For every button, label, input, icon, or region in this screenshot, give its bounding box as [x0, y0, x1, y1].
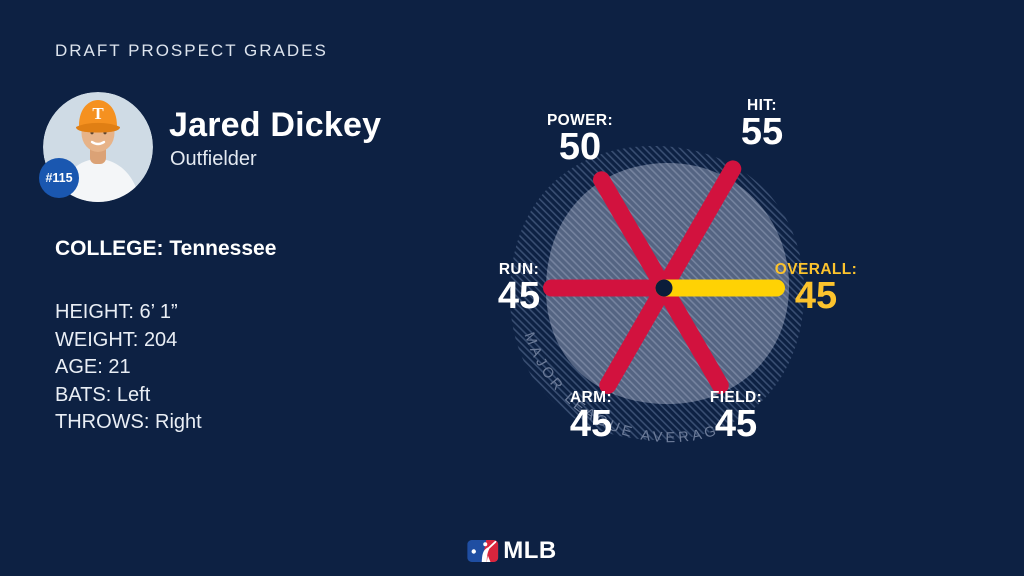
grade-field-label: FIELD: — [709, 389, 763, 406]
mlb-wordmark: MLB — [503, 537, 557, 564]
bio-bats-label: BATS: — [55, 383, 112, 406]
batter-icon — [481, 540, 497, 562]
grade-power-value: 50 — [558, 126, 602, 168]
bio-height-label: HEIGHT: — [55, 301, 134, 323]
college-value: Tennessee — [169, 237, 277, 260]
cap-brim — [76, 122, 120, 133]
grade-power: POWER: 50 — [546, 112, 614, 168]
grade-run-value: 45 — [497, 275, 541, 317]
grade-hit-label: HIT: — [746, 97, 777, 114]
player-name: Jared Dickey — [169, 106, 382, 144]
bio-line-bats: BATS: Left — [55, 382, 202, 410]
grade-hit: HIT: 55 — [740, 97, 784, 153]
grade-arm: ARM: 45 — [569, 389, 613, 445]
grade-overall-label: OVERALL: — [774, 261, 858, 278]
baseball-icon — [471, 549, 476, 554]
grade-overall-value: 45 — [794, 275, 838, 317]
radar-chart: MAJOR LEAGUE AVERAGE — [440, 80, 805, 446]
spoke-power — [593, 171, 673, 297]
bio-line-height: HEIGHT: 6’ 1” — [55, 299, 202, 327]
bio-age-value: 21 — [108, 356, 131, 379]
bio-list: HEIGHT: 6’ 1” WEIGHT: 204 AGE: 21 BATS: Left… — [55, 299, 202, 437]
player-position: Outfielder — [170, 148, 257, 170]
mlb-logo-mark — [467, 540, 499, 562]
rank-badge-label: #115 — [45, 171, 73, 185]
cap — [79, 100, 117, 128]
bio-throws-value: Right — [155, 411, 202, 434]
grade-hit-value: 55 — [740, 111, 784, 153]
mlb-logo: MLB — [467, 537, 556, 565]
bio-weight-label: WEIGHT: — [55, 328, 139, 351]
grade-run: RUN: 45 — [497, 261, 541, 317]
grade-power-label: POWER: — [546, 112, 614, 129]
rank-badge: #115 — [39, 158, 79, 198]
grade-arm-value: 45 — [569, 403, 613, 445]
grade-field: FIELD: 45 — [709, 389, 763, 445]
grade-arm-label: ARM: — [569, 389, 613, 406]
cap-letter: T — [92, 104, 104, 123]
bio-line-age: AGE: 21 — [55, 354, 202, 382]
bio-line-throws: THROWS: Right — [55, 409, 202, 437]
college-label: COLLEGE: — [55, 237, 164, 260]
grade-field-value: 45 — [714, 403, 758, 445]
page-title: DRAFT PROSPECT GRADES — [55, 41, 328, 60]
bio-bats-value: Left — [116, 383, 151, 406]
spoke-arm — [599, 279, 673, 394]
spoke-hit — [655, 160, 742, 297]
bio-weight-value: 204 — [143, 328, 178, 351]
bio-throws-label: THROWS: — [55, 411, 150, 434]
grade-overall: OVERALL: 45 — [774, 261, 858, 317]
bio-height-value: 6’ 1” — [139, 301, 178, 323]
hub-dot — [655, 279, 673, 297]
bio-age-label: AGE: — [55, 356, 103, 379]
college-line: COLLEGE: Tennessee — [55, 237, 276, 261]
spoke-field — [655, 279, 729, 394]
bio-line-weight: WEIGHT: 204 — [55, 327, 202, 355]
grade-run-label: RUN: — [498, 261, 540, 278]
